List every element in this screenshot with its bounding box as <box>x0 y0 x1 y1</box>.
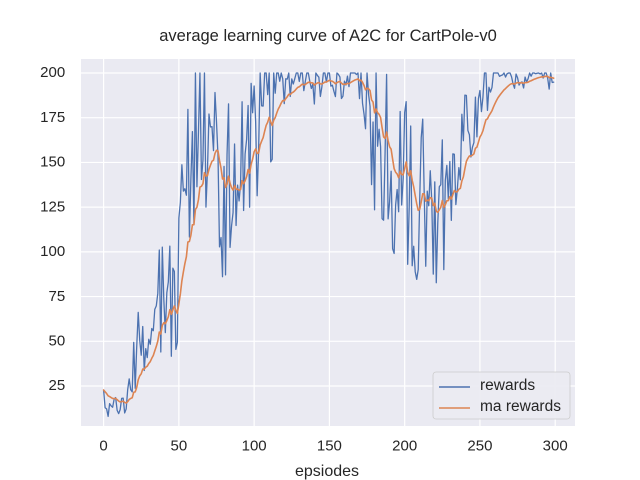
svg-text:epsiodes: epsiodes <box>295 463 359 480</box>
svg-text:175: 175 <box>40 109 65 126</box>
svg-text:100: 100 <box>242 437 267 454</box>
svg-text:200: 200 <box>392 437 417 454</box>
svg-text:250: 250 <box>467 437 492 454</box>
svg-text:25: 25 <box>49 377 66 394</box>
svg-text:75: 75 <box>49 288 66 305</box>
svg-text:ma rewards: ma rewards <box>480 398 561 415</box>
svg-text:50: 50 <box>171 437 188 454</box>
svg-text:50: 50 <box>49 332 66 349</box>
svg-text:0: 0 <box>99 437 107 454</box>
svg-text:100: 100 <box>40 243 65 260</box>
svg-text:150: 150 <box>317 437 342 454</box>
svg-text:150: 150 <box>40 154 65 171</box>
svg-text:300: 300 <box>543 437 568 454</box>
svg-text:200: 200 <box>40 64 65 81</box>
svg-text:rewards: rewards <box>480 377 535 394</box>
svg-text:125: 125 <box>40 198 65 215</box>
svg-text:average learning curve of A2C: average learning curve of A2C for CartPo… <box>159 27 497 45</box>
